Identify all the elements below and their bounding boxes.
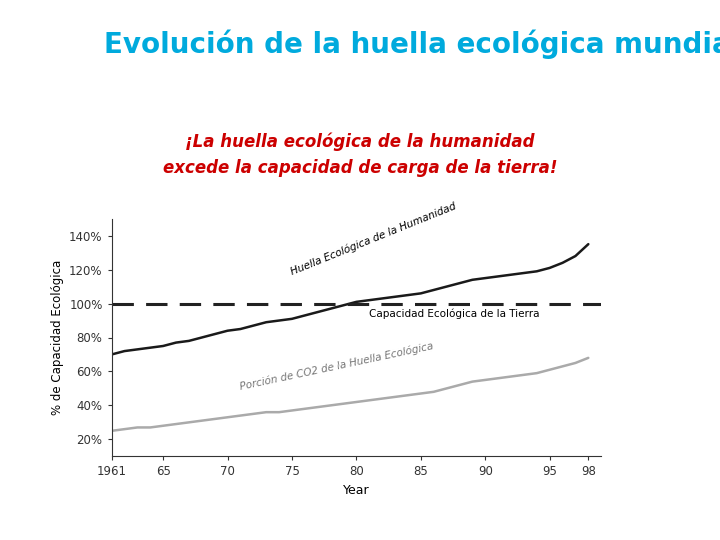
Text: Porción de CO2 de la Huella Ecológica: Porción de CO2 de la Huella Ecológica (238, 341, 434, 392)
X-axis label: Year: Year (343, 484, 369, 497)
Text: Evolución de la huella ecológica mundial: Evolución de la huella ecológica mundial (104, 30, 720, 59)
Text: Huella Ecológica de la Humanidad: Huella Ecológica de la Humanidad (289, 200, 457, 276)
Text: La Huella Ecológica y la Deuda Ecológica de la Comunidad de Madrid: La Huella Ecológica y la Deuda Ecológica… (11, 517, 444, 530)
Text: ¡La huella ecológica de la humanidad: ¡La huella ecológica de la humanidad (185, 132, 535, 151)
Text: 14: 14 (693, 517, 709, 530)
Text: excede la capacidad de carga de la tierra!: excede la capacidad de carga de la tierr… (163, 159, 557, 177)
Y-axis label: % de Capacidad Ecológica: % de Capacidad Ecológica (50, 260, 63, 415)
Text: Capacidad Ecológica de la Tierra: Capacidad Ecológica de la Tierra (369, 309, 540, 319)
